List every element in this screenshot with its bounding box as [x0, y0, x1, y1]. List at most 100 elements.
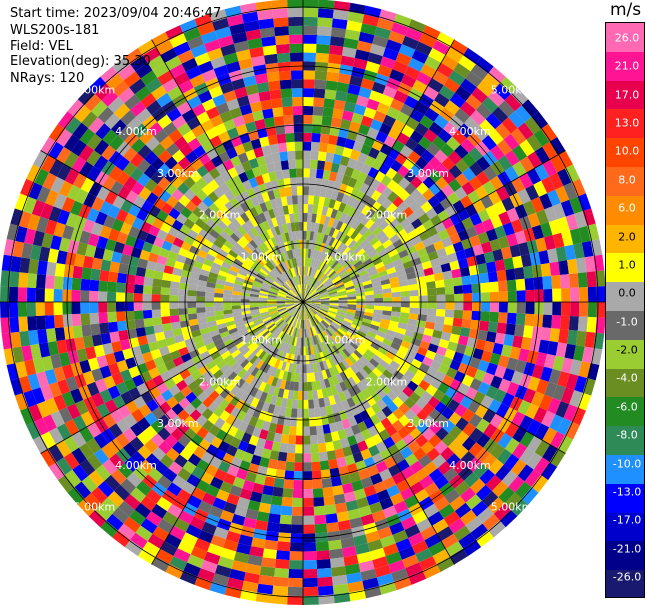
range-gate: [48, 427, 64, 445]
range-gate: [282, 389, 290, 399]
range-gate: [304, 319, 308, 329]
range-gate: [254, 320, 264, 327]
range-gate: [382, 505, 398, 519]
range-gate: [465, 204, 478, 217]
range-gate: [330, 117, 342, 128]
range-gate: [405, 27, 423, 42]
range-gate: [469, 161, 484, 177]
range-gate: [172, 327, 183, 337]
range-gate: [162, 322, 173, 332]
range-gate: [411, 358, 423, 369]
range-gate: [336, 311, 346, 316]
range-gate: [373, 305, 384, 311]
range-gate: [299, 310, 302, 320]
range-gate: [504, 150, 520, 167]
range-gate: [230, 155, 242, 167]
range-gate: [47, 248, 59, 263]
range-gate: [280, 273, 288, 282]
range-gate: [437, 128, 453, 144]
range-gate: [299, 364, 303, 374]
range-gate: [340, 537, 355, 549]
range-gate: [402, 386, 414, 398]
range-gate: [362, 352, 373, 362]
range-gate: [197, 317, 208, 325]
range-gate: [376, 193, 388, 205]
range-gate: [303, 488, 314, 499]
range-gate: [108, 165, 123, 181]
range-gate: [235, 276, 245, 283]
range-gate: [360, 340, 371, 350]
range-gate: [346, 366, 356, 377]
range-gate: [115, 208, 129, 223]
range-gate: [587, 302, 598, 318]
range-gate: [317, 311, 326, 318]
range-gate: [415, 434, 429, 448]
range-gate: [408, 251, 420, 261]
range-gate: [290, 372, 296, 382]
range-gate: [582, 208, 596, 226]
range-gate: [540, 327, 552, 341]
range-gate: [284, 232, 290, 242]
range-gate: [422, 237, 434, 248]
range-gate: [169, 308, 179, 316]
range-gate: [328, 270, 337, 279]
range-gate: [267, 458, 278, 470]
range-gate: [533, 180, 548, 197]
range-gate: [295, 444, 303, 454]
range-gate: [259, 566, 276, 577]
range-gate: [584, 331, 596, 348]
range-gate: [274, 368, 281, 379]
range-gate: [290, 277, 296, 287]
range-gate: [134, 502, 152, 519]
range-gate: [191, 354, 203, 365]
range-gate: [368, 269, 378, 277]
range-gate: [354, 313, 364, 319]
range-gate: [136, 108, 152, 124]
range-gate: [353, 349, 363, 359]
range-gate: [400, 516, 417, 530]
range-gate: [275, 266, 282, 275]
range-gate: [350, 323, 360, 331]
range-gate: [396, 111, 410, 125]
range-gate: [176, 362, 188, 374]
range-gate: [165, 257, 176, 268]
range-gate: [555, 342, 568, 358]
range-gate: [223, 313, 234, 319]
range-gate: [303, 408, 310, 418]
range-gate: [294, 302, 303, 304]
range-gate: [183, 403, 196, 416]
range-gate: [201, 332, 212, 341]
range-gate: [352, 141, 364, 153]
range-gate: [481, 491, 499, 508]
range-gate: [70, 388, 84, 404]
range-gate: [241, 307, 251, 312]
range-gate: [281, 342, 287, 352]
range-gate: [328, 236, 336, 247]
range-gate: [320, 305, 330, 309]
range-gate: [162, 468, 178, 483]
range-gate: [82, 219, 95, 234]
range-gate: [303, 293, 306, 302]
range-gate: [311, 381, 317, 391]
range-gate: [370, 473, 383, 485]
range-gate: [285, 281, 292, 289]
range-gate: [20, 178, 35, 197]
range-gate: [365, 406, 376, 418]
range-gate: [228, 249, 239, 259]
range-gate: [48, 141, 64, 160]
range-gate: [347, 376, 357, 387]
range-gate: [506, 207, 520, 223]
range-gate: [422, 162, 436, 176]
range-gate: [190, 44, 208, 58]
range-gate: [543, 302, 553, 316]
range-gate: [446, 136, 461, 151]
range-gate: [311, 304, 320, 309]
range-gate: [370, 277, 381, 284]
range-gate: [393, 576, 412, 591]
range-gate: [512, 335, 524, 349]
range-gate: [182, 332, 193, 341]
range-gate: [549, 328, 560, 343]
range-gate: [328, 395, 336, 406]
range-gate: [471, 87, 488, 104]
range-gate: [208, 505, 224, 519]
